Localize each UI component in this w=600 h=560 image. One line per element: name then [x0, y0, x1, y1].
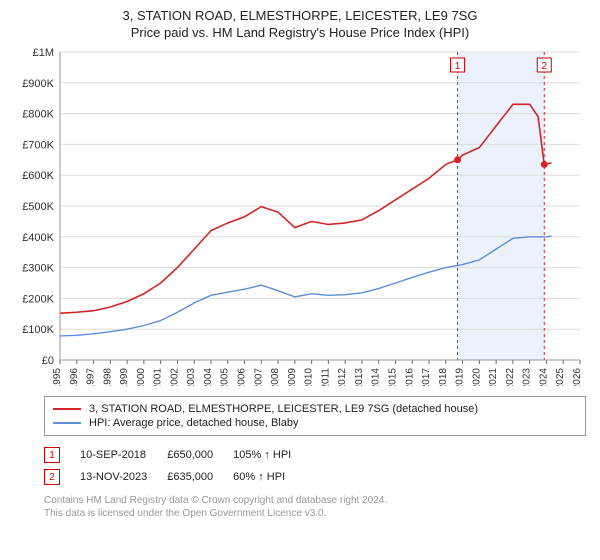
chart-title: 3, STATION ROAD, ELMESTHORPE, LEICESTER,…	[10, 8, 590, 23]
svg-text:2020: 2020	[471, 368, 482, 386]
line-chart: £0 £100K £200K £300K £400K £500K £600K £700K £80…	[14, 46, 594, 386]
svg-text:2026: 2026	[572, 368, 583, 386]
svg-text:2008: 2008	[270, 368, 281, 386]
svg-text:1: 1	[455, 61, 461, 72]
svg-text:1996: 1996	[69, 368, 80, 386]
svg-text:1997: 1997	[86, 368, 97, 386]
svg-text:2017: 2017	[421, 368, 432, 386]
footer-line: Contains HM Land Registry data © Crown c…	[44, 494, 590, 507]
svg-text:2002: 2002	[169, 368, 180, 386]
svg-text:2018: 2018	[438, 368, 449, 386]
tx-date: 10-SEP-2018	[80, 444, 167, 466]
svg-text:£400K: £400K	[22, 232, 54, 244]
tx-date: 13-NOV-2023	[80, 466, 167, 488]
svg-text:2007: 2007	[253, 368, 264, 386]
footer-line: This data is licensed under the Open Gov…	[44, 507, 590, 520]
svg-text:£100K: £100K	[22, 324, 54, 336]
tx-price: £635,000	[167, 466, 233, 488]
tx-price: £650,000	[167, 444, 233, 466]
tx-index-badge: 2	[44, 469, 60, 485]
svg-text:£700K: £700K	[22, 139, 54, 151]
legend-swatch	[53, 422, 81, 424]
legend-swatch	[53, 408, 81, 410]
svg-text:2015: 2015	[387, 368, 398, 386]
svg-text:£600K: £600K	[22, 170, 54, 182]
svg-text:2003: 2003	[186, 368, 197, 386]
legend-label: HPI: Average price, detached house, Blab…	[89, 417, 299, 429]
svg-text:£0: £0	[42, 355, 54, 367]
svg-text:2022: 2022	[505, 368, 516, 386]
svg-text:1995: 1995	[52, 368, 63, 386]
svg-text:£300K: £300K	[22, 263, 54, 275]
legend-item: 3, STATION ROAD, ELMESTHORPE, LEICESTER,…	[53, 403, 577, 415]
svg-text:2013: 2013	[354, 368, 365, 386]
svg-text:2000: 2000	[136, 368, 147, 386]
svg-text:2: 2	[541, 61, 547, 72]
svg-text:£800K: £800K	[22, 109, 54, 121]
transactions-table: 1 10-SEP-2018 £650,000 105% ↑ HPI 2 13-N…	[44, 444, 311, 488]
svg-text:2023: 2023	[522, 368, 533, 386]
svg-text:2014: 2014	[371, 368, 382, 386]
svg-text:£1M: £1M	[33, 47, 54, 59]
legend-label: 3, STATION ROAD, ELMESTHORPE, LEICESTER,…	[89, 403, 478, 415]
svg-text:2012: 2012	[337, 368, 348, 386]
tx-pct: 60% ↑ HPI	[233, 466, 311, 488]
svg-text:2010: 2010	[304, 368, 315, 386]
chart-subtitle: Price paid vs. HM Land Registry's House …	[10, 25, 590, 40]
footer: Contains HM Land Registry data © Crown c…	[44, 494, 590, 520]
svg-text:2009: 2009	[287, 368, 298, 386]
chart-area: £0 £100K £200K £300K £400K £500K £600K £700K £80…	[14, 46, 590, 386]
legend: 3, STATION ROAD, ELMESTHORPE, LEICESTER,…	[44, 396, 586, 436]
tx-index-badge: 1	[44, 447, 60, 463]
svg-text:£900K: £900K	[22, 78, 54, 90]
svg-text:2001: 2001	[153, 368, 164, 386]
svg-text:2024: 2024	[538, 368, 549, 386]
svg-text:2011: 2011	[320, 368, 331, 386]
svg-text:2025: 2025	[555, 368, 566, 386]
table-row: 1 10-SEP-2018 £650,000 105% ↑ HPI	[44, 444, 311, 466]
svg-text:1998: 1998	[102, 368, 113, 386]
svg-text:2016: 2016	[404, 368, 415, 386]
tx-pct: 105% ↑ HPI	[233, 444, 311, 466]
svg-text:1999: 1999	[119, 368, 130, 386]
svg-text:2004: 2004	[203, 368, 214, 386]
table-row: 2 13-NOV-2023 £635,000 60% ↑ HPI	[44, 466, 311, 488]
svg-text:2021: 2021	[488, 368, 499, 386]
svg-text:2006: 2006	[237, 368, 248, 386]
legend-item: HPI: Average price, detached house, Blab…	[53, 417, 577, 429]
svg-text:2005: 2005	[220, 368, 231, 386]
svg-text:£500K: £500K	[22, 201, 54, 213]
svg-text:£200K: £200K	[22, 293, 54, 305]
svg-text:2019: 2019	[455, 368, 466, 386]
